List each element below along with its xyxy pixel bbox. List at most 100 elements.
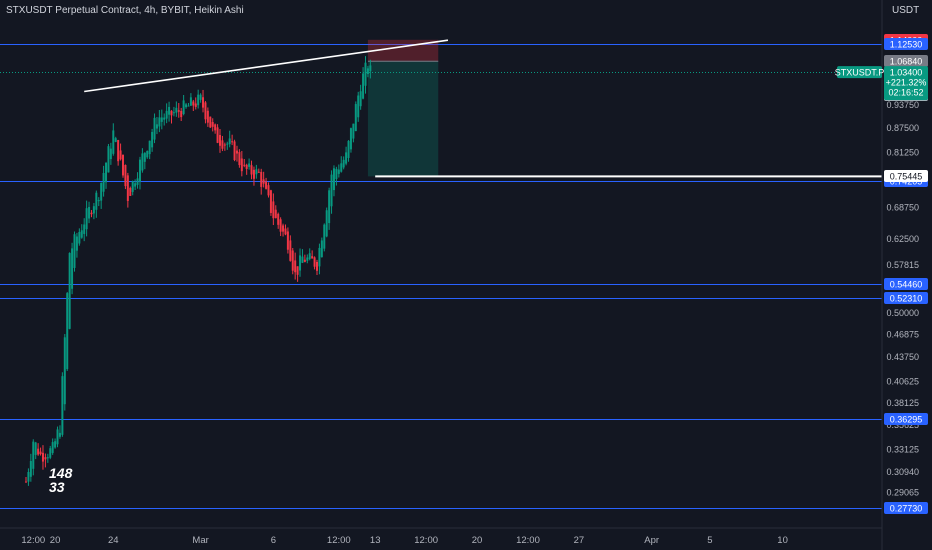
candle bbox=[63, 334, 66, 411]
candle bbox=[32, 439, 35, 476]
candle bbox=[262, 171, 265, 188]
candle bbox=[88, 201, 91, 224]
price-tick-label: 0.40625 bbox=[886, 377, 919, 387]
candle bbox=[248, 158, 251, 170]
candle bbox=[277, 212, 280, 229]
time-tick-label: 12:00 bbox=[414, 535, 438, 546]
candle bbox=[138, 156, 141, 190]
time-tick-label: 10 bbox=[777, 535, 788, 546]
time-tick-label: 24 bbox=[108, 535, 119, 546]
candle bbox=[68, 252, 71, 330]
candle bbox=[282, 223, 285, 237]
candle bbox=[90, 210, 93, 218]
candle bbox=[369, 59, 372, 79]
candle bbox=[211, 118, 214, 132]
candle bbox=[119, 143, 122, 161]
candle bbox=[25, 476, 27, 483]
candle bbox=[332, 165, 335, 197]
candle bbox=[185, 102, 188, 109]
candle bbox=[41, 445, 44, 470]
candle bbox=[71, 242, 74, 295]
candle bbox=[296, 266, 299, 282]
candle bbox=[219, 129, 221, 153]
candle bbox=[129, 186, 132, 196]
svg-text:0.27730: 0.27730 bbox=[890, 504, 923, 514]
price-tag: 0.54460 bbox=[884, 278, 928, 290]
candle bbox=[252, 166, 255, 186]
candle bbox=[189, 93, 192, 106]
price-tag: 0.27730 bbox=[884, 502, 928, 514]
candle bbox=[221, 135, 224, 152]
candle bbox=[73, 231, 76, 272]
position-reward-zone[interactable] bbox=[367, 61, 439, 177]
time-tick-label: 27 bbox=[574, 535, 585, 546]
svg-text:1.12530: 1.12530 bbox=[890, 40, 923, 50]
svg-text:1.06840: 1.06840 bbox=[890, 57, 923, 67]
candle bbox=[245, 163, 248, 175]
candle bbox=[100, 182, 103, 209]
time-tick-label: 5 bbox=[707, 535, 712, 546]
price-tick-label: 0.93750 bbox=[886, 100, 919, 110]
candle bbox=[92, 202, 95, 220]
candle bbox=[366, 65, 369, 78]
candle bbox=[294, 252, 297, 280]
candle bbox=[122, 154, 124, 178]
candle bbox=[158, 109, 161, 133]
candle bbox=[243, 158, 246, 168]
candle bbox=[291, 247, 294, 275]
svg-text:0.36295: 0.36295 bbox=[890, 415, 923, 425]
time-axis-ticks[interactable]: 12:00 20 24 Mar 6 12:00 13 12:00 20 12:00 27 Apr 5 10 bbox=[21, 535, 788, 546]
price-tick-label: 0.43750 bbox=[886, 352, 919, 362]
candle bbox=[214, 123, 217, 134]
candle bbox=[226, 141, 229, 150]
candle bbox=[54, 438, 57, 449]
candle bbox=[175, 101, 178, 117]
candle bbox=[286, 227, 289, 254]
position-risk-zone[interactable] bbox=[367, 39, 439, 62]
candle bbox=[136, 172, 139, 189]
candle bbox=[49, 445, 52, 460]
candle bbox=[340, 156, 343, 173]
candle bbox=[85, 200, 88, 237]
chart-title: STXUSDT Perpetual Contract, 4h, BYBIT, H… bbox=[6, 5, 244, 16]
candle bbox=[265, 177, 268, 190]
time-tick-label: 12:00 bbox=[327, 535, 351, 546]
candle bbox=[102, 165, 105, 197]
candle bbox=[301, 249, 304, 264]
candle bbox=[180, 107, 183, 121]
candle bbox=[61, 372, 64, 437]
price-tag: 1.06840 bbox=[884, 55, 928, 67]
candle bbox=[303, 254, 306, 263]
candle bbox=[260, 168, 263, 195]
currency-label: USDT bbox=[892, 5, 919, 16]
candle bbox=[112, 123, 115, 156]
price-axis-ticks[interactable]: 0.93750 0.87500 0.81250 0.68750 0.62500 0.578… bbox=[886, 100, 919, 498]
candle bbox=[151, 128, 154, 152]
candle bbox=[146, 150, 149, 159]
horizontal-levels bbox=[0, 44, 882, 509]
candle bbox=[202, 89, 205, 113]
short-position-tool[interactable] bbox=[367, 39, 439, 177]
candle bbox=[299, 248, 302, 277]
symbol-badge bbox=[837, 66, 882, 79]
candle bbox=[39, 447, 42, 456]
candle bbox=[160, 109, 163, 130]
candle bbox=[335, 166, 338, 186]
last-price-change: +221.32% bbox=[886, 78, 927, 88]
candle bbox=[141, 148, 144, 173]
candle bbox=[124, 164, 127, 190]
candle bbox=[187, 102, 190, 107]
price-tick-label: 0.62500 bbox=[886, 234, 919, 244]
time-tick-label: 13 bbox=[370, 535, 381, 546]
candle bbox=[233, 139, 236, 162]
candle bbox=[359, 84, 362, 110]
candle bbox=[209, 116, 212, 128]
candle bbox=[206, 107, 209, 127]
resistance-trendline[interactable] bbox=[84, 39, 449, 93]
candle bbox=[313, 256, 316, 270]
price-tick-label: 0.29065 bbox=[886, 488, 919, 498]
candle bbox=[117, 139, 120, 166]
price-tag: 0.36295 bbox=[884, 413, 928, 425]
